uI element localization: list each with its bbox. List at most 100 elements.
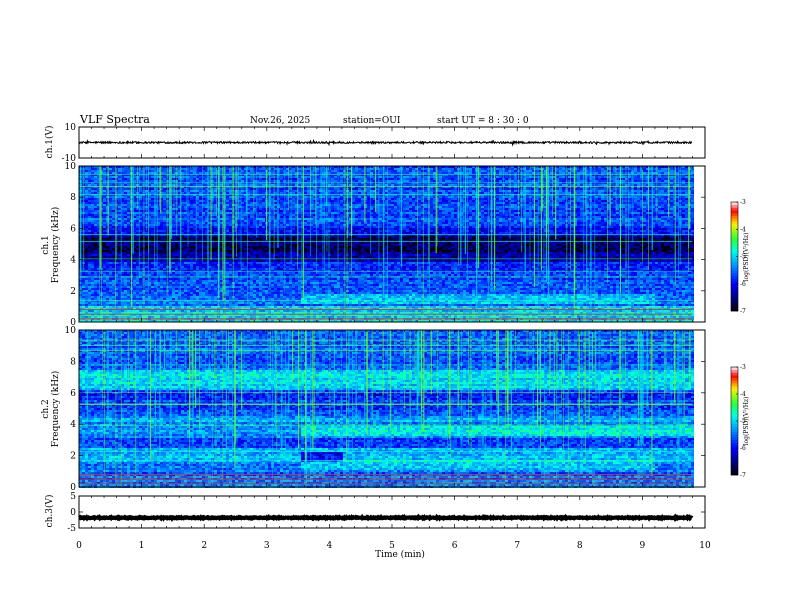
ch1-spectrogram-cell — [229, 168, 232, 170]
ch1-spectrogram-cell — [289, 170, 292, 172]
ch1-spectrogram-cell — [577, 174, 580, 176]
ch1-spectrogram-cell — [298, 176, 301, 178]
ch1-spectrogram-cell — [151, 170, 154, 172]
ch1-spectrogram-cell — [388, 176, 391, 178]
ch1-spectrogram-cell — [241, 168, 244, 170]
ch1-spectrogram-cell — [526, 168, 529, 170]
ch1-spectrogram-cell — [121, 178, 124, 180]
ch1-spectrogram-cell — [274, 176, 277, 178]
ch1-spectrogram-cell — [358, 168, 361, 170]
ch1-spectrogram-cell — [190, 178, 193, 180]
ch1-spectrogram-cell — [178, 176, 181, 178]
ch1-spectrogram-cell — [430, 176, 433, 178]
ch1-spectrogram-cell — [88, 174, 91, 176]
ch1-spectrogram-cell — [283, 168, 286, 170]
ch1-spectrogram-cell — [250, 176, 253, 178]
ch1-spectrogram-cell — [559, 172, 562, 174]
ch1-spectrogram-cell — [361, 178, 364, 180]
ch1-spectrogram-cell — [328, 178, 331, 180]
ch1-spectrogram-cell — [214, 178, 217, 180]
ch1-spectrogram-cell — [661, 176, 664, 178]
ch1-spectrogram-cell — [439, 172, 442, 174]
ch1-spectrogram-cell — [124, 180, 127, 182]
ch1-spectrogram-cell — [256, 178, 259, 180]
ch1-spectrogram-cell — [343, 176, 346, 178]
ch1-spectrogram-cell — [409, 174, 412, 176]
ch1-spectrogram-cell — [445, 170, 448, 172]
ch1-spectrogram-cell — [292, 178, 295, 180]
ch1-waveform-panel: 10-10 — [62, 123, 706, 164]
ch1-spectrogram-cell — [505, 172, 508, 174]
ch1-spectrogram-cell — [226, 174, 229, 176]
ch1-spectrogram-cell — [529, 172, 532, 174]
ch1-spectrogram-cell — [271, 172, 274, 174]
ch1-spectrogram-cell — [559, 178, 562, 180]
ch1-spectrogram-cell — [229, 174, 232, 176]
ch1-spectrogram-cell — [283, 180, 286, 182]
ch1-spectrogram-cell — [571, 174, 574, 176]
ch1-spectrogram-cell — [592, 174, 595, 176]
ch1-spectrogram-cell — [484, 178, 487, 180]
ch1-spectrogram-cell — [190, 172, 193, 174]
ch1-spectrogram-cell — [571, 176, 574, 178]
ch1-spectrogram-cell — [262, 168, 265, 170]
ch1-spectrogram-cell — [121, 176, 124, 178]
ch1-spectrogram-cell — [562, 172, 565, 174]
ch1-spectrogram-cell — [88, 176, 91, 178]
ch1-spectrogram-cell — [595, 174, 598, 176]
ch1-spectrogram-cell — [304, 178, 307, 180]
ch1-spectrogram-cell — [274, 170, 277, 172]
ch1-spectrogram-cell — [499, 170, 502, 172]
ch1-spectrogram-cell — [355, 170, 358, 172]
ch1-spectrogram-cell — [337, 178, 340, 180]
ch1-spectrogram-cell — [505, 178, 508, 180]
ch1-spectrogram-cell — [250, 178, 253, 180]
ch1-spectrogram-cell — [580, 178, 583, 180]
ch1-spectrogram-cell — [625, 178, 628, 180]
ch1-spectrogram-cell — [292, 176, 295, 178]
ch1-spectrogram-cell — [226, 170, 229, 172]
ch1-spectrogram-cell — [226, 168, 229, 170]
ch1-spectrogram-cell — [355, 174, 358, 176]
ch1-spectrogram-cell — [655, 174, 658, 176]
ch1-spectrogram-cell — [562, 168, 565, 170]
ch1-spectrogram-cell — [379, 180, 382, 182]
ch1-spectrogram-cell — [691, 168, 694, 170]
ch1-spectrogram-cell — [241, 178, 244, 180]
ch1-spectrogram-cell — [535, 172, 538, 174]
ch1-spectrogram-cell — [370, 170, 373, 172]
ch1-spectrogram-cell — [331, 176, 334, 178]
ch1-spectrogram-cell — [274, 178, 277, 180]
ch1-spectrogram-cell — [445, 178, 448, 180]
ch1-spectrogram-cell — [190, 174, 193, 176]
ch1-spectrogram-cell — [514, 176, 517, 178]
ch1-spectrogram-cell — [112, 170, 115, 172]
ch1-spectrogram-cell — [103, 180, 106, 182]
ch1-spectrogram-cell — [538, 168, 541, 170]
ch1-spectrogram-cell — [328, 170, 331, 172]
ch1-waveform-ytick-label: 10 — [65, 123, 77, 133]
ch1-spectrogram-cell — [613, 172, 616, 174]
ch1-spectrogram-cell — [658, 176, 661, 178]
ch1-spectrogram-cell — [661, 172, 664, 174]
ch1-spectrogram-cell — [370, 168, 373, 170]
ch1-spectrogram-cell — [406, 174, 409, 176]
ch1-spectrogram-cell — [199, 170, 202, 172]
ch1-spectrogram-cell — [664, 178, 667, 180]
ch1-spectrogram-cell — [535, 170, 538, 172]
ch1-spectrogram-cell — [655, 168, 658, 170]
ch1-spectrogram-cell — [151, 168, 154, 170]
ch1-spectrogram-cell — [358, 172, 361, 174]
ch1-spectrogram-cell — [424, 178, 427, 180]
ch1-spectrogram-cell — [664, 170, 667, 172]
ch1-spectrogram-cell — [187, 178, 190, 180]
ch1-spectrogram-cell — [649, 170, 652, 172]
ch1-spectrogram-cell — [511, 170, 514, 172]
ch1-spectrogram-cell — [448, 168, 451, 170]
ch1-spectrogram-cell — [391, 168, 394, 170]
ch1-spectrogram-cell — [187, 180, 190, 182]
ch1-spectrogram-cell — [274, 172, 277, 174]
ch1-spectrogram-cell — [562, 178, 565, 180]
ch1-spectrogram-cell — [535, 168, 538, 170]
ch1-spectrogram-cell — [481, 172, 484, 174]
